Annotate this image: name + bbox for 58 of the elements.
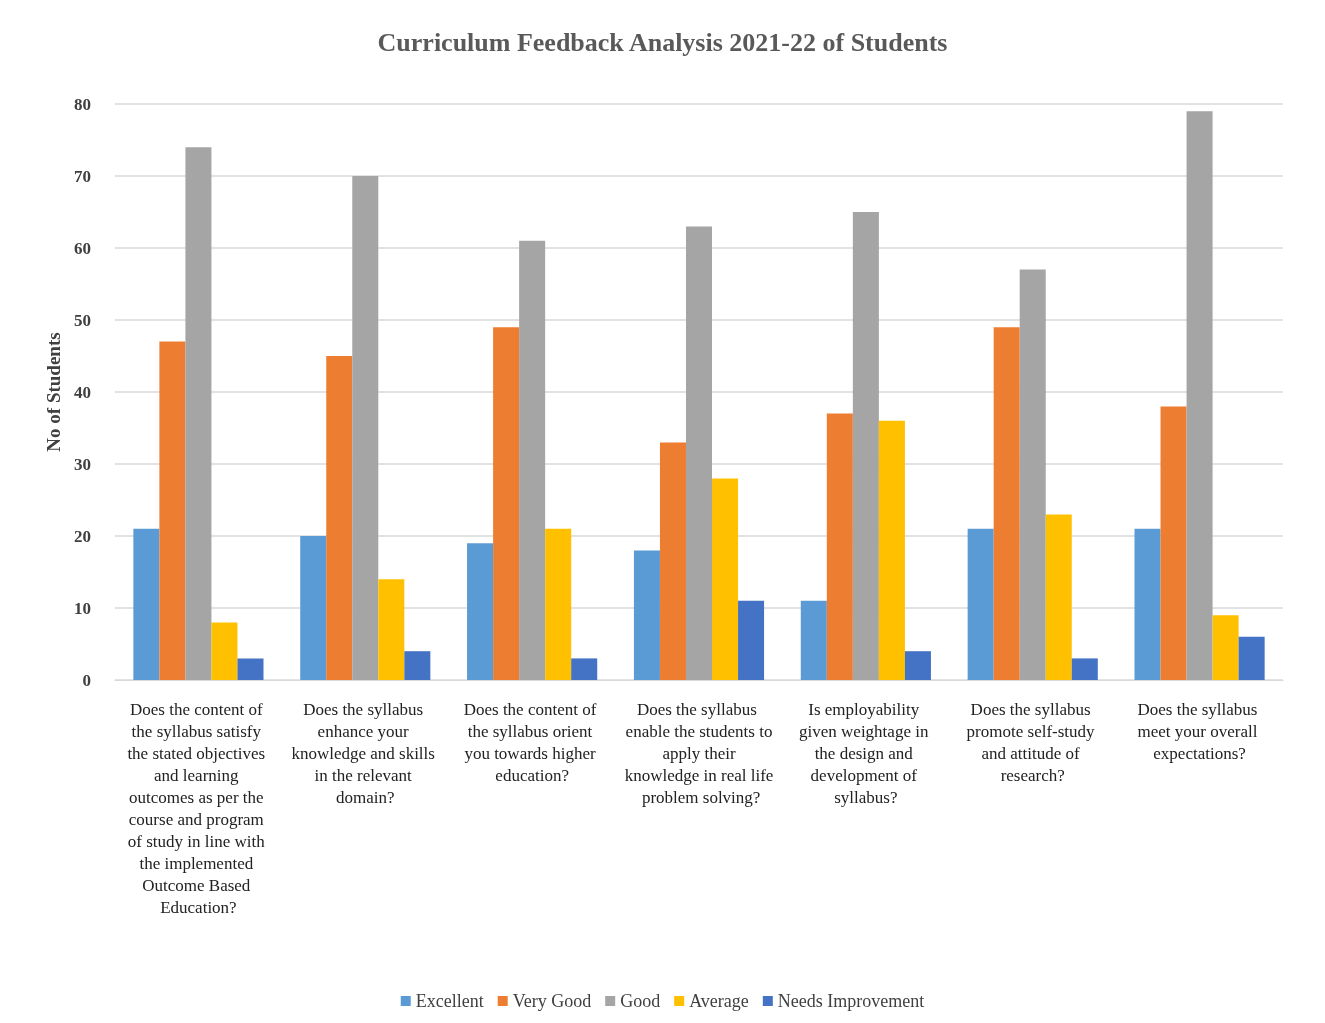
bar: [326, 356, 353, 680]
x-tick-label: Does the content of the syllabus orient you towards higher education?: [463, 699, 601, 785]
bar: [826, 413, 853, 680]
legend-label: Good: [620, 991, 661, 1011]
bar: [404, 651, 431, 680]
y-tick-label: 30: [74, 454, 91, 474]
bar: [712, 478, 739, 680]
y-tick-label: 20: [74, 526, 91, 546]
bar: [993, 327, 1020, 680]
bar: [904, 651, 931, 680]
bar: [878, 420, 905, 680]
y-tick-label: 80: [74, 94, 91, 114]
bar: [967, 528, 994, 680]
bar: [1238, 636, 1265, 680]
x-tick-label: Does the syllabus enable the students to apply their knowledge in real life problem solving?: [624, 699, 774, 807]
chart-title: Curriculum Feedback Analysis 2021-22 of Students: [377, 27, 948, 57]
bar: [1019, 269, 1046, 680]
bar: [1212, 615, 1239, 680]
y-tick-label: 10: [74, 598, 91, 618]
bar: [571, 658, 598, 680]
bar: [467, 543, 494, 680]
bar: [1186, 111, 1213, 680]
bar: [185, 147, 212, 680]
bar: [1160, 406, 1187, 680]
bar: [237, 658, 264, 680]
legend-label: Very Good: [512, 991, 592, 1011]
bar: [211, 622, 238, 680]
bar: [738, 600, 765, 680]
bar: [659, 442, 686, 680]
x-tick-label: Does the syllabus meet your overall expectations?: [1137, 699, 1262, 763]
bar: [1071, 658, 1098, 680]
bar: [1045, 514, 1072, 680]
bar: [852, 212, 879, 680]
x-tick-label: Is employability given weightage in the design and development of syllabus?: [799, 699, 933, 807]
bar: [133, 528, 160, 680]
bar: [493, 327, 520, 680]
x-tick-label: Does the syllabus promote self-study and attitude of research?: [966, 699, 1099, 785]
bar: [352, 176, 379, 680]
bar: [685, 226, 713, 680]
legend-label: Average: [689, 991, 749, 1011]
legend-label: Needs Improvement: [777, 991, 925, 1011]
bar: [800, 600, 827, 680]
bar: [300, 536, 327, 680]
bar: [1134, 528, 1161, 680]
y-tick-label: 40: [74, 382, 91, 402]
y-tick-label: 50: [74, 310, 91, 330]
y-tick-label: 70: [74, 166, 91, 186]
bar: [378, 579, 405, 680]
y-axis-title: No of Students: [43, 332, 64, 452]
bar: [545, 528, 572, 680]
y-tick-label: 60: [74, 238, 91, 258]
bar: [519, 240, 546, 680]
category-label: Does the content of the syllabus satisfy the stated objectives and learning outcomes as per the course and program of study in line with the implemented Outcome Based Education?: [127, 699, 266, 917]
bar: [159, 341, 186, 680]
x-tick-label: Does the syllabus enhance your knowledge and skills in the relevant domain?: [291, 699, 440, 807]
bar: [633, 550, 660, 680]
y-tick-label: 0: [82, 670, 91, 690]
legend-label: Excellent: [415, 991, 484, 1011]
